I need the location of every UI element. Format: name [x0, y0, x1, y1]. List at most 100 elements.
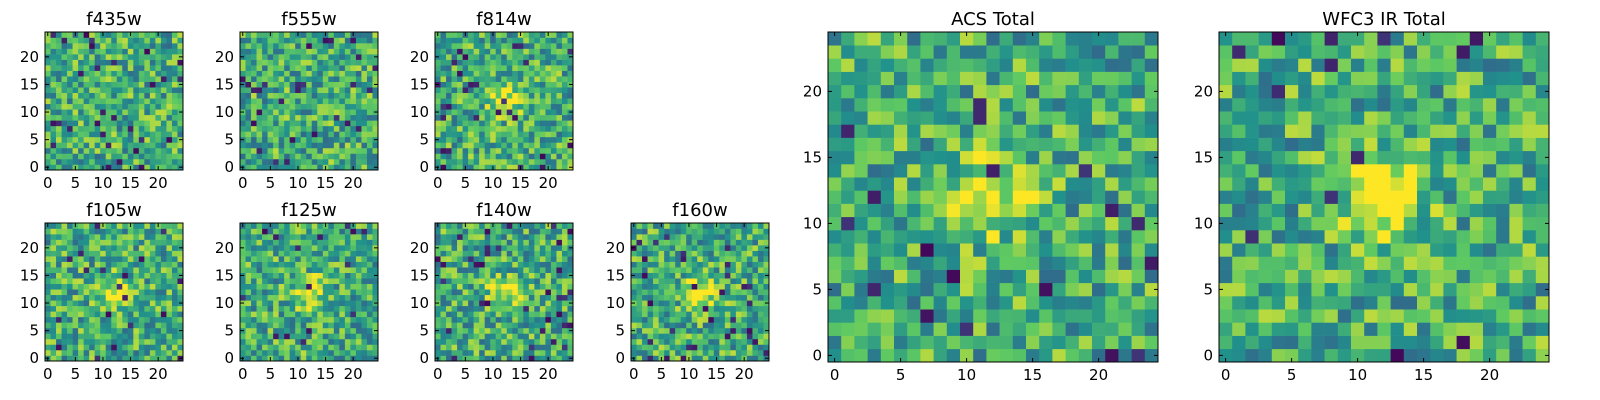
heatmap-cell [72, 228, 79, 235]
heatmap-cell [550, 136, 557, 143]
y-tick-label: 5 [224, 131, 234, 149]
heatmap-cell [999, 282, 1014, 297]
heatmap-cell [495, 103, 502, 110]
heatmap-cell [267, 147, 274, 154]
heatmap-cell [495, 153, 502, 160]
heatmap-cell [100, 294, 107, 301]
heatmap-cell [366, 327, 373, 334]
heatmap-cell [457, 98, 463, 105]
heatmap-cell [50, 48, 57, 55]
heatmap-cell [50, 289, 57, 296]
heatmap-cell [122, 245, 129, 251]
heatmap-cell [534, 344, 541, 351]
heatmap-cell [116, 164, 123, 171]
heatmap-cell [550, 349, 557, 356]
heatmap-cell [440, 311, 447, 318]
heatmap-cell [344, 278, 351, 285]
heatmap-cell [122, 294, 129, 301]
heatmap-cell [523, 54, 530, 60]
heatmap-cell [946, 203, 961, 218]
heatmap-cell [567, 59, 574, 66]
heatmap-cell [658, 349, 665, 356]
heatmap-cell [78, 131, 84, 138]
heatmap-cell [462, 261, 469, 268]
heatmap-cell [89, 305, 95, 312]
heatmap-cell [105, 322, 112, 329]
heatmap-cell [545, 239, 552, 246]
heatmap-cell [490, 147, 497, 154]
heatmap-cell [144, 272, 151, 279]
heatmap-cell [550, 239, 557, 246]
heatmap-cell [116, 261, 123, 268]
heatmap-cell [138, 158, 145, 165]
heatmap-cell [372, 305, 379, 312]
heatmap-cell [664, 223, 670, 229]
heatmap-cell [144, 289, 151, 296]
heatmap-cell [155, 136, 162, 143]
heatmap-cell [495, 43, 502, 49]
heatmap-cell [256, 98, 263, 105]
heatmap-cell [171, 278, 178, 285]
heatmap-cell [495, 54, 502, 60]
heatmap-cell [56, 109, 62, 116]
heatmap-cell [567, 131, 574, 138]
heatmap-cell [311, 37, 318, 44]
heatmap-cell [67, 153, 73, 160]
heatmap-cell [116, 92, 123, 99]
heatmap-cell [251, 327, 257, 334]
heatmap-cell [735, 322, 742, 329]
heatmap-cell [295, 245, 302, 251]
heatmap-cell [295, 289, 302, 296]
heatmap-cell [61, 316, 68, 323]
heatmap-cell [116, 81, 123, 88]
heatmap-cell [256, 32, 263, 38]
heatmap-cell [111, 54, 118, 60]
heatmap-cell [686, 322, 693, 329]
heatmap-cell [440, 109, 447, 116]
heatmap-cell [946, 322, 961, 336]
x-tick-label: 0 [43, 365, 53, 383]
heatmap-cell [708, 283, 715, 290]
heatmap-cell [72, 327, 79, 334]
heatmap-cell [56, 311, 62, 318]
heatmap-cell [539, 355, 546, 362]
heatmap-cell [495, 278, 502, 285]
heatmap-cell [328, 98, 335, 105]
heatmap-cell [328, 109, 335, 116]
heatmap-cell [116, 267, 123, 273]
heatmap-cell [658, 316, 665, 323]
heatmap-cell [67, 114, 73, 121]
heatmap-cell [468, 103, 474, 110]
heatmap-cell [550, 344, 557, 351]
heatmap-cell [484, 289, 491, 296]
heatmap-cell [155, 147, 162, 154]
heatmap-cell [501, 70, 508, 77]
heatmap-cell [67, 109, 73, 116]
heatmap-cell [256, 283, 263, 290]
heatmap-cell [1065, 177, 1080, 191]
heatmap-cell [523, 153, 530, 160]
heatmap-cell [177, 147, 184, 154]
heatmap-cell [1144, 309, 1159, 323]
heatmap-cell [333, 338, 340, 345]
heatmap-cell [473, 283, 480, 290]
heatmap-cell [867, 309, 882, 323]
heatmap-cell [111, 87, 118, 94]
heatmap-cell [686, 305, 693, 312]
heatmap-cell [61, 87, 68, 94]
heatmap-cell [127, 48, 134, 55]
heatmap-cell [311, 278, 318, 285]
heatmap-cell [83, 125, 90, 132]
heatmap-cell [166, 65, 173, 71]
heatmap-cell [311, 283, 318, 290]
heatmap-cell [763, 311, 770, 318]
heatmap-cell [256, 338, 263, 345]
heatmap-cell [960, 177, 974, 191]
heatmap-cell [473, 136, 480, 143]
heatmap-cell [675, 355, 681, 362]
heatmap-cell [166, 43, 173, 49]
heatmap-cell [1039, 230, 1053, 244]
heatmap-cell [550, 338, 557, 345]
heatmap-cell [561, 322, 568, 329]
heatmap-cell [880, 150, 895, 165]
